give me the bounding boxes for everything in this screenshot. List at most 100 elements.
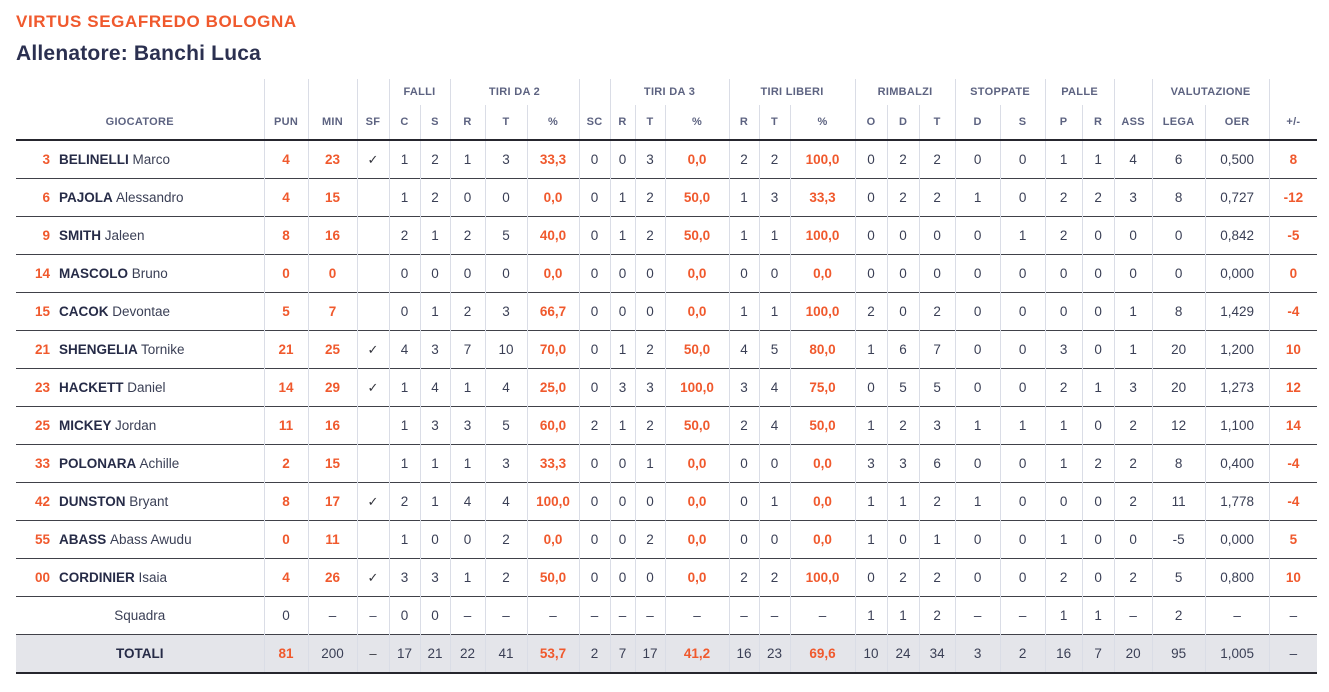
stat-cell: 33,3 — [789, 178, 856, 217]
column-header: LEGA — [1151, 105, 1206, 140]
stat-cell: 70,0 — [526, 330, 580, 369]
stat-cell: 11 — [307, 520, 357, 559]
stat-cell: 41,2 — [664, 634, 730, 673]
player-row: 00 CORDINIER Isaia 4 26 ✓ 3 3 1 2 50,0 0 0 0 0,0 2 2 100… — [16, 558, 1318, 597]
column-group-header: TIRI DA 2 — [449, 79, 580, 105]
stat-cell: 0 — [419, 596, 450, 635]
stat-cell: 1 — [419, 482, 450, 521]
stat-cell: 1,200 — [1204, 330, 1270, 369]
stat-cell: 2 — [449, 216, 485, 255]
stat-cell: 8 — [1268, 140, 1318, 179]
stat-cell: 8 — [263, 482, 308, 521]
stat-cell: 0 — [419, 254, 450, 293]
column-group-spacer — [1113, 79, 1153, 105]
stat-cell: 0 — [954, 520, 1001, 559]
stat-cell: 0 — [954, 216, 1001, 255]
stat-cell: 3 — [854, 444, 888, 483]
stat-cell: 0 — [634, 558, 666, 597]
player-row: 14 MASCOLO Bruno 0 0 0 0 0 0 0,0 0 0 0 0,0 0 0 0,0 0 0 0 0 0… — [16, 254, 1318, 293]
player-name-cell: 33 POLONARA Achille — [16, 445, 264, 483]
stat-cell: 0 — [449, 254, 485, 293]
player-surname: DUNSTON — [59, 494, 130, 509]
stat-cell: – — [664, 596, 730, 635]
stat-cell: ✓ — [356, 368, 389, 407]
stat-cell: 0 — [886, 216, 920, 255]
stat-cell: 14 — [263, 368, 308, 407]
stat-cell: 7 — [449, 330, 485, 369]
stat-cell: 4 — [1113, 140, 1153, 179]
stat-cell: -12 — [1268, 178, 1318, 217]
column-header: T — [484, 105, 527, 140]
stat-cell: 0 — [1081, 520, 1115, 559]
player-number: 00 — [34, 570, 50, 585]
stat-cell: 25 — [307, 330, 357, 369]
stat-cell: 0 — [1044, 292, 1083, 331]
stat-cell: 6 — [1151, 140, 1206, 179]
player-name-cell: 6 PAJOLA Alessandro — [16, 179, 264, 217]
stat-cell: 0 — [999, 558, 1046, 597]
player-surname: ABASS — [59, 532, 111, 547]
player-number: 33 — [34, 456, 50, 471]
column-header: O — [854, 105, 888, 140]
stat-cell: – — [789, 596, 856, 635]
stat-cell: 1 — [728, 292, 760, 331]
stat-cell: 50,0 — [664, 216, 730, 255]
player-name-cell: 23 HACKETT Daniel — [16, 369, 264, 407]
stat-cell: 0 — [999, 140, 1046, 179]
stat-cell: 4 — [484, 368, 527, 407]
stat-cell: 26 — [307, 558, 357, 597]
player-name-cell: 42 DUNSTON Bryant — [16, 483, 264, 521]
stat-cell: 3 — [758, 178, 791, 217]
stat-cell: 0 — [578, 520, 611, 559]
stat-cell: 2 — [886, 140, 920, 179]
stat-cell: 5 — [758, 330, 791, 369]
player-number: 23 — [34, 380, 50, 395]
stat-cell: 0 — [388, 254, 420, 293]
stat-cell: 50,0 — [789, 406, 856, 445]
column-header: P — [1044, 105, 1083, 140]
stat-cell: 7 — [307, 292, 357, 331]
stat-cell: 0 — [263, 596, 308, 635]
stat-cell: 2 — [918, 140, 956, 179]
column-header: OER — [1204, 105, 1270, 140]
coach-line: Allenatore: Banchi Luca — [16, 42, 261, 65]
player-surname: MICKEY — [59, 418, 116, 433]
column-group-header: TIRI LIBERI — [728, 79, 856, 105]
stat-cell: 10 — [854, 634, 888, 673]
stat-cell: 1 — [999, 406, 1046, 445]
stat-cell: 0 — [1044, 254, 1083, 293]
stat-cell: 20 — [1151, 368, 1206, 407]
column-header: R — [449, 105, 485, 140]
stat-cell: 20 — [1151, 330, 1206, 369]
stat-cell: 1 — [1044, 520, 1083, 559]
column-header: C — [388, 105, 420, 140]
stat-cell: 5 — [1151, 558, 1206, 597]
stat-cell: 33,3 — [526, 140, 580, 179]
player-surname: HACKETT — [59, 380, 128, 395]
stat-cell: 0 — [954, 254, 1001, 293]
stat-cell: 0 — [484, 254, 527, 293]
stat-cell — [356, 178, 389, 217]
stat-cell: 0 — [854, 254, 888, 293]
stat-cell: 0 — [1151, 216, 1206, 255]
column-header: PUN — [263, 105, 308, 140]
stat-cell: -4 — [1268, 482, 1318, 521]
stat-cell: 3 — [419, 330, 450, 369]
stat-cell: 2 — [918, 178, 956, 217]
stat-cell: 0 — [999, 368, 1046, 407]
stat-cell: 1 — [1081, 140, 1115, 179]
stat-cell: – — [758, 596, 791, 635]
column-header: S — [999, 105, 1046, 140]
stat-cell: 200 — [307, 634, 357, 673]
player-name-cell: 25 MICKEY Jordan — [16, 407, 264, 445]
stat-cell: 0 — [918, 216, 956, 255]
stat-cell: 1 — [388, 368, 420, 407]
player-surname: POLONARA — [59, 456, 140, 471]
stat-cell: 2 — [1044, 216, 1083, 255]
stat-cell: 0,0 — [789, 254, 856, 293]
stat-cell: 2 — [634, 406, 666, 445]
team-row-label: Squadra — [114, 608, 166, 623]
stat-cell: 5 — [1268, 520, 1318, 559]
player-row: 25 MICKEY Jordan 11 16 1 3 3 5 60,0 2 1 2 50,0 2 4 50,0… — [16, 406, 1318, 445]
stat-cell: 21 — [263, 330, 308, 369]
